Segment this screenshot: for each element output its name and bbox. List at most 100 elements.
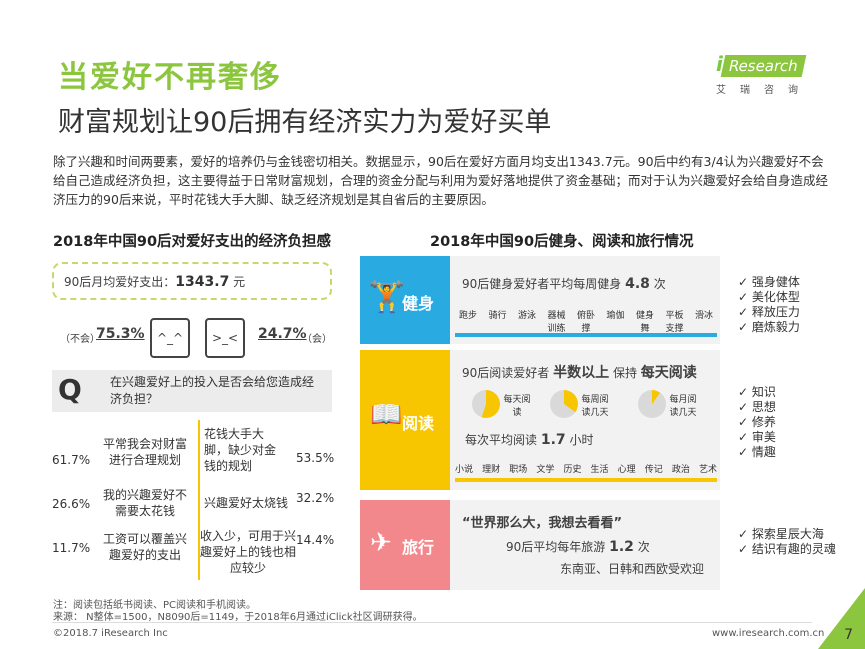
reason-divider (198, 420, 200, 580)
happy-face-icon: ^_^ (150, 318, 190, 358)
fitness-line: 90后健身爱好者平均每周健身 4.8 次 (462, 275, 666, 292)
footer-copyright: ©2018.7 iResearch Inc (53, 628, 168, 639)
genre-item: 生活 (590, 465, 609, 475)
benefit-item: ✓ 思想 (738, 400, 776, 414)
genre-item: 理财 (482, 465, 501, 475)
yes-reason-1-text: 花钱大手大脚，缺少对金钱的规划 (204, 427, 277, 473)
genre-item: 艺术 (698, 465, 717, 475)
reading-line: 90后阅读爱好者 半数以上 保持 每天阅读 (462, 362, 697, 382)
travel-label: 旅行 (402, 538, 435, 557)
left-heading: 2018年中国90后对爱好支出的经济负担感 (53, 234, 332, 250)
fitness-line-pre: 90后健身爱好者平均每周健身 (462, 277, 622, 291)
no-reason-2-pct: 26.6% (52, 497, 91, 511)
activity-item: 游泳 (517, 311, 536, 321)
pie-monthly-label: 每月阅读几天 (669, 395, 697, 418)
benefit-item: ✓ 审美 (738, 430, 776, 444)
no-label: （不会） (60, 334, 100, 345)
reading-bold2: 每天阅读 (640, 365, 697, 381)
benefit-item: ✓ 修养 (738, 415, 776, 429)
travel-tile: ✈ 旅行 (360, 500, 450, 590)
benefit-item: ✓ 强身健体 (738, 275, 800, 289)
logo-text: Research (720, 55, 807, 77)
iresearch-logo: i Research 艾瑞咨询 (716, 52, 816, 96)
travel-line-pre: 90后平均每年旅游 (506, 540, 606, 554)
benefit-item: ✓ 释放压力 (738, 305, 800, 319)
right-heading: 2018年中国90后健身、阅读和旅行情况 (430, 234, 694, 250)
no-reason-1-text: 平常我会对财富进行合理规划 (102, 437, 187, 467)
footer-rule (52, 622, 812, 623)
benefit-item: ✓ 结识有趣的灵魂 (738, 542, 836, 556)
logo-i: i (716, 52, 723, 76)
travel-dest: 东南亚、日韩和西欧受欢迎 (560, 562, 705, 576)
reading-bold1: 半数以上 (553, 365, 610, 381)
airplane-icon: ✈ (370, 528, 392, 558)
dumbbell-icon: 🏋 (368, 280, 406, 315)
no-reason-3-text: 工资可以覆盖兴趣爱好的支出 (102, 532, 187, 562)
footer-note: 注：阅读包括纸书阅读、PC阅读和手机阅读。 (53, 600, 257, 611)
intro-paragraph: 除了兴趣和时间两要素，爱好的培养仍与金钱密切相关。数据显示，90后在爱好方面月均… (53, 154, 829, 207)
spend-unit: 元 (233, 275, 246, 289)
no-reason-1-pct: 61.7% (52, 453, 91, 467)
activity-item: 瑜伽 (606, 311, 625, 321)
spend-box: 90后月均爱好支出：1343.7 元 (52, 262, 332, 300)
spend-value: 1343.7 (175, 274, 230, 290)
genre-item: 文学 (536, 465, 555, 475)
pie-weekly-label: 每周阅读几天 (581, 395, 609, 418)
genre-item: 职场 (509, 465, 528, 475)
benefit-item: ✓ 美化体型 (738, 290, 800, 304)
fitness-label: 健身 (402, 294, 435, 313)
reading-avg-pre: 每次平均阅读 (465, 433, 538, 447)
question-text: 在兴趣爱好上的投入是否会给您造成经济负担？ (110, 375, 315, 406)
activity-item: 平板支撑 (665, 311, 684, 334)
genre-item: 小说 (455, 465, 474, 475)
fitness-value: 4.8 (625, 276, 650, 292)
yes-reason-2-pct: 32.2% (296, 491, 335, 505)
reading-avg: 每次平均阅读 1.7 小时 (465, 431, 594, 448)
corner-decoration (818, 588, 865, 649)
reading-avg-value: 1.7 (540, 432, 566, 448)
fitness-tile: 🏋 健身 (360, 256, 450, 344)
genre-item: 历史 (563, 465, 582, 475)
footer-url: www.iresearch.com.cn (712, 628, 825, 639)
book-icon: 📖 (370, 400, 403, 430)
no-pct: 75.3% (96, 326, 145, 342)
activity-item: 骑行 (488, 311, 507, 321)
yes-pct: 24.7% (258, 326, 307, 342)
page-subtitle: 财富规划让90后拥有经济实力为爱好买单 (58, 107, 552, 138)
activity-item: 俯卧撑 (576, 311, 595, 334)
fitness-benefits: ✓ 强身健体 ✓ 美化体型 ✓ 释放压力 ✓ 磨炼毅力 (738, 275, 800, 335)
pie-weekly (550, 390, 578, 418)
spend-label: 90后月均爱好支出： (64, 275, 176, 289)
reading-label: 阅读 (402, 414, 435, 433)
reading-bar (455, 478, 717, 482)
reading-avg-unit: 小时 (569, 433, 594, 447)
page-title: 当爱好不再奢侈 (58, 60, 282, 95)
reading-genres: 小说 理财 职场 文学 历史 生活 心理 传记 政治 艺术 (455, 462, 717, 475)
yes-label: （会） (302, 334, 332, 345)
reading-mid: 保持 (612, 366, 637, 380)
question-box (52, 370, 332, 412)
pie-daily (472, 390, 500, 418)
reading-benefits: ✓ 知识 ✓ 思想 ✓ 修养 ✓ 审美 ✓ 情趣 (738, 385, 776, 460)
pie-monthly (638, 390, 666, 418)
no-reason-3-pct: 11.7% (52, 541, 91, 555)
yes-reason-3-pct: 14.4% (296, 533, 335, 547)
sad-face-icon: >_< (205, 318, 245, 358)
travel-benefits: ✓ 探索星辰大海 ✓ 结识有趣的灵魂 (738, 527, 836, 557)
logo-cn: 艾瑞咨询 (716, 85, 812, 96)
reading-line-pre: 90后阅读爱好者 (462, 366, 550, 380)
no-reason-2-text: 我的兴趣爱好不需要太花钱 (102, 488, 187, 518)
fitness-bar (455, 333, 717, 337)
activity-item: 器械训练 (547, 311, 566, 334)
activity-item: 跑步 (458, 311, 477, 321)
yes-reason-3-text: 收入少，可用于兴趣爱好上的钱也相应较少 (200, 529, 297, 575)
reading-tile: 📖 阅读 (360, 350, 450, 490)
genre-item: 心理 (617, 465, 636, 475)
benefit-item: ✓ 知识 (738, 385, 776, 399)
genre-item: 传记 (644, 465, 663, 475)
travel-quote: “世界那么大，我想去看看” (462, 516, 623, 531)
travel-line: 90后平均每年旅游 1.2 次 (506, 538, 650, 555)
genre-item: 政治 (671, 465, 690, 475)
travel-unit: 次 (637, 540, 650, 554)
footer-source: 来源： N整体=1500，N8090后=1149，于2018年6月通过iClic… (53, 612, 423, 623)
